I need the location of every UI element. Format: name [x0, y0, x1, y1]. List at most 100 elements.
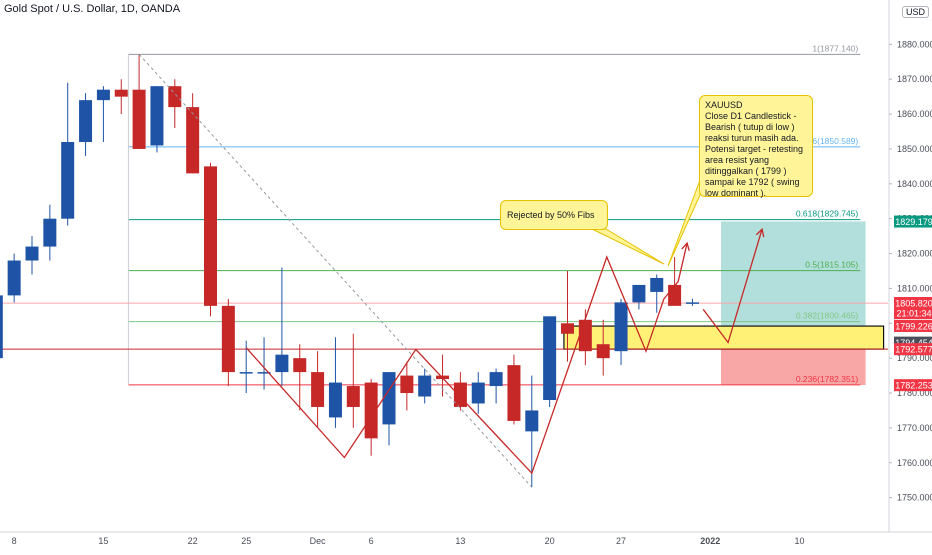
candle-31 — [543, 316, 557, 407]
candle-25 — [436, 354, 450, 397]
candle-body-6 — [96, 89, 110, 101]
rejected-callout[interactable]: Rejected by 50% Fibs — [500, 200, 608, 230]
zigzag-arrowhead — [681, 241, 690, 251]
candle-body-19 — [328, 382, 342, 418]
candle-28 — [489, 368, 503, 404]
candle-0 — [0, 295, 3, 359]
dashed-trendline — [138, 53, 533, 488]
currency-badge[interactable]: USD — [902, 6, 930, 18]
candle-body-32 — [561, 323, 574, 334]
time-tick-label-3: 25 — [241, 536, 251, 546]
rejected-callout-pointer — [591, 228, 665, 265]
candle-15 — [257, 337, 271, 390]
candle-body-37 — [650, 277, 664, 292]
fib-label-1: 0.786(1850.589) — [796, 136, 859, 146]
time-tick-label-1: 15 — [98, 536, 108, 546]
fib-label-0: 1(1877.140) — [812, 43, 858, 53]
time-tick-label-10: 10 — [795, 536, 805, 546]
candle-11 — [186, 93, 200, 174]
candle-body-36 — [632, 284, 646, 303]
candle-16 — [275, 267, 289, 387]
candle-body-39 — [685, 302, 699, 304]
candle-body-26 — [453, 382, 467, 407]
stop-zone — [721, 342, 866, 386]
candle-body-11 — [186, 107, 200, 174]
annotation-callout[interactable]: XAUUSD Close D1 Candlestick - Bearish ( … — [699, 95, 813, 198]
time-tick-label-0: 8 — [12, 536, 17, 546]
candle-body-24 — [418, 375, 432, 397]
candle-body-2 — [25, 246, 39, 261]
price-tick-label-4: 1790.000 — [897, 353, 932, 363]
candle-body-30 — [525, 410, 539, 432]
candle-body-1 — [7, 260, 21, 296]
projection-path — [702, 228, 763, 344]
price-tick-label-2: 1770.000 — [897, 423, 932, 433]
candle-1 — [7, 253, 21, 303]
candle-30 — [525, 375, 539, 488]
candle-body-3 — [43, 218, 57, 247]
candle-3 — [43, 204, 57, 261]
price-tick-label-1: 1760.000 — [897, 458, 932, 468]
time-tick-label-6: 13 — [455, 536, 465, 546]
time-tick-label-7: 20 — [545, 536, 555, 546]
candle-7 — [114, 79, 128, 115]
candle-37 — [650, 274, 664, 313]
candle-9 — [150, 86, 164, 153]
candle-32 — [561, 270, 574, 362]
candle-14 — [239, 340, 253, 394]
candle-39 — [685, 298, 699, 306]
time-tick-label-9: 2022 — [700, 536, 720, 546]
price-tick-label-13: 1880.000 — [897, 39, 932, 49]
candle-12 — [204, 162, 217, 317]
drawings-layer — [138, 53, 765, 488]
price-box-2 — [894, 307, 932, 320]
candle-body-22 — [382, 372, 396, 425]
candle-24 — [418, 368, 432, 404]
price-tick-label-0: 1750.000 — [897, 493, 932, 503]
grid-layer — [0, 0, 932, 533]
time-tick-label-4: Dec — [310, 536, 327, 546]
candle-29 — [507, 354, 521, 425]
price-tick-label-9: 1840.000 — [897, 179, 932, 189]
candle-body-7 — [114, 89, 128, 97]
candle-body-0 — [0, 295, 3, 359]
candle-body-20 — [346, 386, 360, 407]
candle-36 — [632, 284, 646, 310]
candle-6 — [96, 86, 110, 142]
price-box-6 — [894, 379, 932, 392]
candle-body-38 — [668, 284, 682, 306]
price-box-label-4: 1794.454 — [895, 338, 932, 348]
price-tick-label-12: 1870.000 — [897, 74, 932, 84]
candle-2 — [25, 236, 39, 275]
candle-body-13 — [221, 305, 235, 373]
time-axis[interactable]: 8 15 22 25 Dec 6 13 20 27 2022 10 — [12, 536, 805, 546]
chart-title: Gold Spot / U.S. Dollar, 1D, OANDA — [4, 3, 181, 15]
candle-10 — [168, 79, 182, 129]
price-axis[interactable]: 1750.000 1760.000 1770.000 1780.000 1790.000… — [889, 39, 932, 503]
candle-body-12 — [204, 166, 217, 306]
candle-5 — [79, 93, 93, 156]
price-box-label-0: 1829.179 — [895, 217, 932, 227]
candle-13 — [221, 298, 235, 387]
price-tick-label-7: 1820.000 — [897, 249, 932, 259]
candle-body-10 — [168, 86, 182, 108]
fib-label-2: 0.618(1829.745) — [796, 209, 859, 219]
candle-body-28 — [489, 372, 503, 387]
price-box-3 — [894, 319, 932, 332]
candle-body-14 — [239, 372, 253, 374]
price-tick-label-11: 1860.000 — [897, 109, 932, 119]
candle-18 — [311, 351, 325, 428]
levels-layer: 1(1877.140) 0.786(1850.589) 0.618(1829.745… — [0, 43, 888, 386]
price-tick-label-6: 1810.000 — [897, 283, 932, 293]
target-zone — [721, 221, 866, 343]
candle-body-34 — [596, 344, 610, 359]
candle-27 — [471, 372, 485, 414]
candle-body-27 — [471, 382, 485, 404]
projection-arrowhead — [755, 227, 765, 238]
candle-body-16 — [275, 354, 289, 373]
candle-body-4 — [61, 141, 75, 219]
time-tick-label-5: 6 — [369, 536, 374, 546]
price-box-label-1: 1805.820 — [895, 298, 932, 308]
candle-4 — [61, 82, 75, 226]
